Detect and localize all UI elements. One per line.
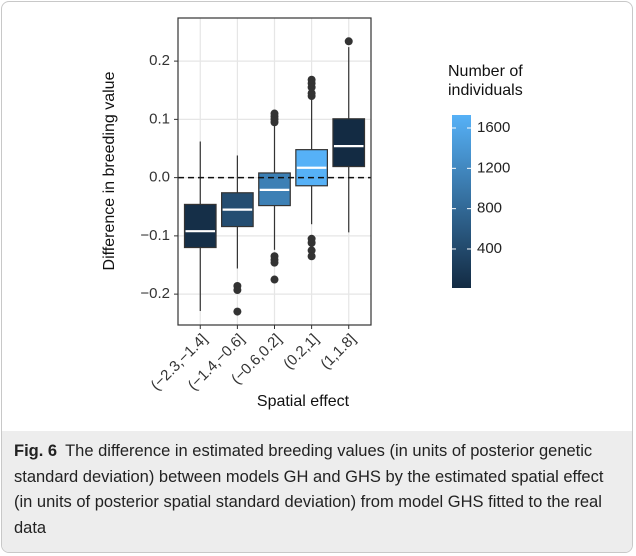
outlier: [307, 252, 316, 261]
outlier: [307, 75, 316, 84]
y-tick-label: 0.1: [149, 110, 170, 127]
outlier: [344, 37, 353, 46]
x-tick-label: (1,1.8]: [317, 331, 359, 373]
colorbar-label: 400: [477, 240, 502, 257]
colorbar-label: 1200: [477, 159, 510, 176]
outlier: [307, 238, 316, 247]
colorbar-label: 1600: [477, 119, 510, 136]
caption-box: Fig. 6 The difference in estimated breedi…: [2, 431, 632, 552]
y-tick-label: −0.2: [140, 285, 170, 302]
outlier: [233, 286, 242, 295]
panel-border: [177, 17, 372, 326]
colorbar-label: 800: [477, 200, 502, 217]
box: [183, 203, 217, 249]
outlier: [233, 307, 242, 316]
chart: Spatial effect Difference in breeding va…: [101, 17, 510, 410]
y-tick-label: 0.2: [149, 52, 170, 69]
y-tick-label: 0.0: [149, 169, 170, 186]
outlier: [307, 246, 316, 255]
outlier: [270, 109, 279, 118]
x-axis-label: Spatial effect: [257, 393, 350, 410]
legend-title: Number of individuals: [448, 63, 523, 99]
box: [332, 118, 366, 168]
y-tick-label: −0.1: [140, 227, 170, 244]
caption-text: The difference in estimated breeding val…: [14, 442, 604, 537]
caption: Fig. 6 The difference in estimated breedi…: [14, 439, 614, 541]
outlier: [270, 275, 279, 284]
caption-label: Fig. 6: [14, 442, 58, 460]
outlier: [270, 258, 279, 267]
colorbar: [452, 115, 471, 288]
x-tick-label: (0.2,1]: [280, 331, 322, 373]
y-axis-label: Difference in breeding value: [101, 71, 118, 270]
outlier: [307, 89, 316, 98]
